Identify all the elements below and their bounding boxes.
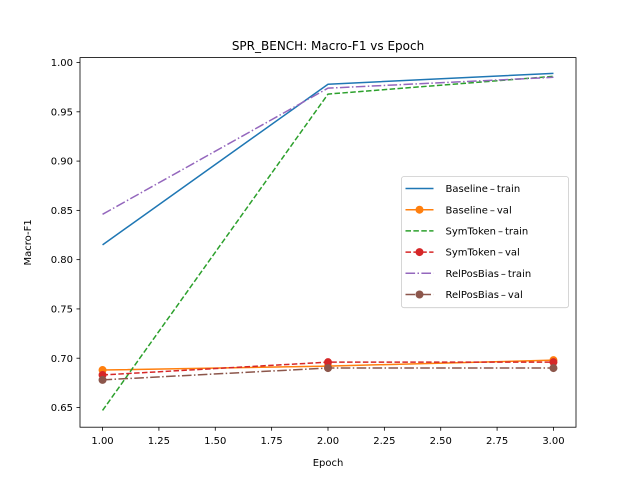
- legend-marker-1: [415, 205, 424, 214]
- series-line-0: [102, 72, 554, 246]
- series-point-3: [549, 358, 558, 367]
- y-tick-label: 0.95: [51, 107, 73, 118]
- x-tick-label: 1.00: [91, 436, 113, 447]
- series-point-5: [98, 375, 107, 384]
- x-tick-label: 1.25: [148, 436, 170, 447]
- x-tick-label: 2.25: [373, 436, 395, 447]
- x-tick-label: 2.00: [317, 436, 339, 447]
- legend: Baseline – train Baseline – val SymToken –…: [401, 176, 569, 309]
- legend-entry: SymToken – val: [446, 248, 520, 259]
- series-point-5: [324, 364, 332, 373]
- series-line-2: [101, 75, 554, 411]
- legend-marker-5: [415, 290, 424, 299]
- x-tick-label: 2.75: [486, 436, 508, 447]
- series-point-3: [324, 358, 332, 367]
- series-point-5: [549, 364, 558, 373]
- y-tick-label: 1.00: [51, 58, 73, 69]
- legend-entry: SymToken – train: [446, 227, 529, 238]
- x-tick-label: 2.50: [430, 436, 452, 447]
- y-tick-label: 0.80: [51, 255, 73, 266]
- legend-entry: RelPosBias – train: [446, 269, 532, 280]
- y-axis-label: Macro-F1: [23, 219, 34, 265]
- x-tick-label: 3.00: [542, 436, 564, 447]
- x-axis: 1.00 1.25 1.50 1.75 2.00 2.25 2.50 2.75 3.00: [91, 427, 565, 447]
- chart-title: SPR_BENCH: Macro-F1 vs Epoch: [232, 39, 424, 53]
- legend-entry: Baseline – train: [446, 184, 521, 195]
- x-tick-label: 1.75: [261, 436, 283, 447]
- y-tick-label: 0.85: [51, 206, 73, 217]
- series-line-4: [102, 76, 554, 215]
- plot-frame: [79, 57, 577, 428]
- y-tick-label: 0.75: [51, 305, 73, 316]
- y-axis: 0.65 0.70 0.75 0.80 0.85 0.90 0.95 1.00: [51, 58, 80, 414]
- y-tick-label: 0.65: [51, 403, 73, 414]
- y-tick-label: 0.90: [51, 157, 73, 168]
- legend-marker-3: [415, 248, 424, 257]
- legend-entry: Baseline – val: [446, 205, 512, 216]
- x-tick-label: 1.50: [204, 436, 226, 447]
- y-tick-label: 0.70: [51, 354, 73, 365]
- legend-entry: RelPosBias – val: [446, 290, 523, 301]
- legend-box: [401, 176, 569, 309]
- series-layer: [98, 72, 558, 411]
- x-axis-label: Epoch: [313, 458, 344, 469]
